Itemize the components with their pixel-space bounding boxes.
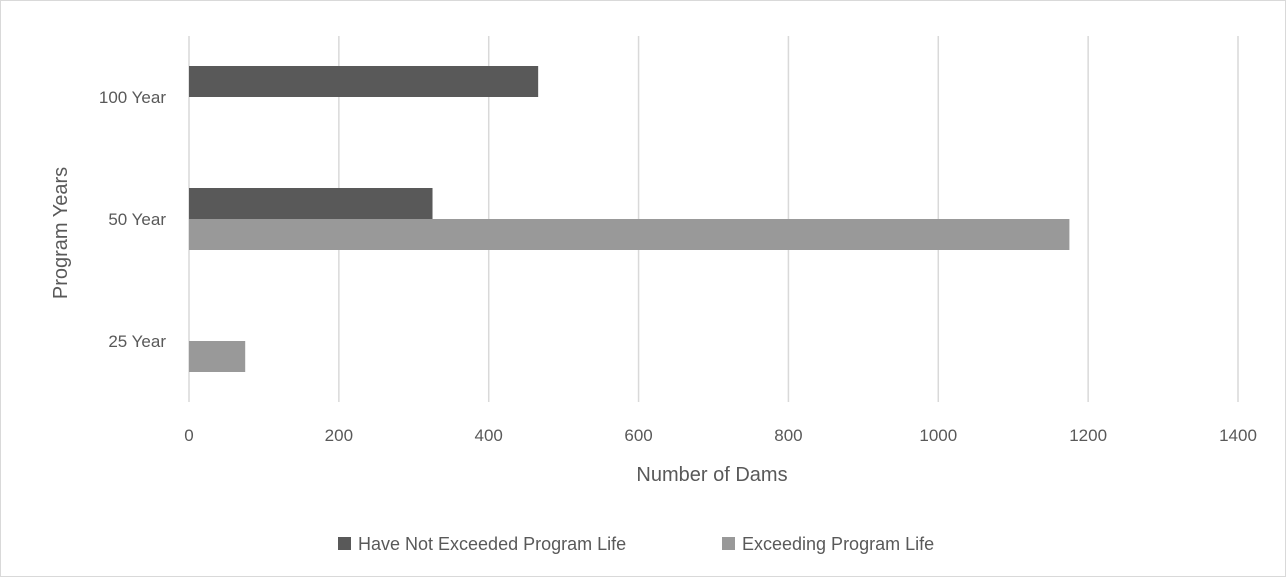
x-tick-label: 800: [774, 426, 802, 445]
x-tick-label: 400: [475, 426, 503, 445]
legend-label: Exceeding Program Life: [742, 534, 934, 554]
x-tick-label: 0: [184, 426, 193, 445]
bar-50-year-series-1: [189, 188, 433, 219]
y-tick-label: 50 Year: [108, 210, 166, 229]
x-tick-label: 600: [624, 426, 652, 445]
bar-100-year-series-1: [189, 66, 539, 97]
x-axis-tick-labels: 0 200 400 600 800 1000 1200 1400: [184, 426, 1257, 445]
legend-swatch: [722, 537, 735, 550]
y-tick-label: 25 Year: [108, 332, 166, 351]
legend-label: Have Not Exceeded Program Life: [358, 534, 626, 554]
bar-25-year-series-2: [189, 341, 246, 372]
x-tick-label: 200: [325, 426, 353, 445]
bars: [189, 66, 1070, 372]
x-tick-label: 1200: [1069, 426, 1107, 445]
bar-50-year-series-2: [189, 219, 1070, 250]
x-tick-label: 1400: [1219, 426, 1257, 445]
y-axis-title: Program Years: [50, 167, 72, 299]
legend: Have Not Exceeded Program Life Exceeding …: [338, 534, 934, 554]
legend-swatch: [338, 537, 351, 550]
x-axis-title: Number of Dams: [636, 464, 787, 486]
y-tick-label: 100 Year: [99, 88, 166, 107]
x-tick-label: 1000: [919, 426, 957, 445]
y-axis-tick-labels: 100 Year 50 Year 25 Year: [99, 88, 166, 351]
